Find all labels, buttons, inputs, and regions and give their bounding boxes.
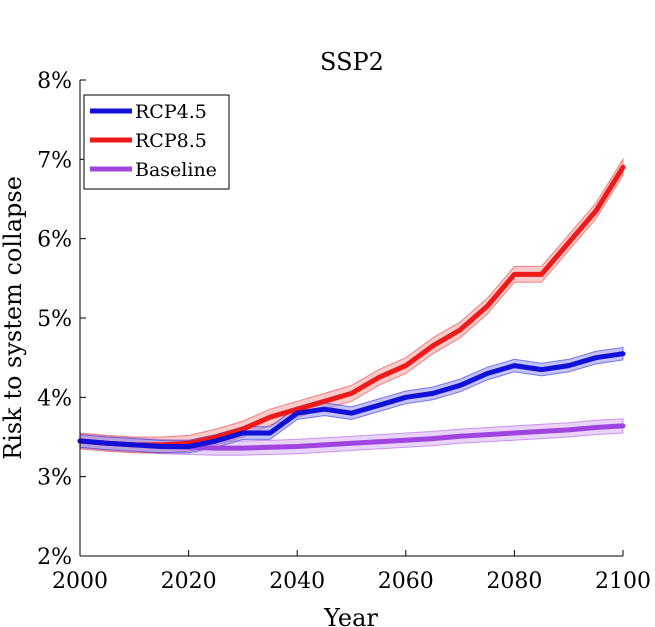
x-axis-ticks: 2000 2020 2040 2060 2080 2100	[52, 550, 651, 594]
x-tick-label: 2020	[161, 569, 217, 594]
y-axis-title: Risk to system collapse	[0, 176, 27, 460]
y-tick-label: 3%	[37, 466, 72, 491]
legend-label: RCP8.5	[135, 130, 207, 152]
y-tick-label: 6%	[37, 228, 72, 253]
line-rcp8-5	[77, 164, 626, 448]
x-tick-label: 2040	[269, 569, 325, 594]
line-rcp4-5	[77, 351, 626, 449]
legend-label: Baseline	[135, 159, 217, 181]
y-tick-label: 2%	[37, 545, 72, 570]
legend-label: RCP4.5	[135, 101, 207, 123]
x-axis-title: Year	[323, 604, 378, 627]
y-axis-ticks: 2% 3% 4% 5% 6% 7% 8%	[37, 69, 86, 570]
legend: RCP4.5 RCP8.5 Baseline	[83, 94, 230, 190]
series-lines	[77, 164, 626, 451]
y-tick-label: 8%	[37, 69, 72, 94]
x-tick-label: 2060	[378, 569, 434, 594]
x-tick-label: 2000	[52, 569, 108, 594]
x-tick-label: 2080	[486, 569, 542, 594]
x-tick-label: 2100	[595, 569, 651, 594]
y-tick-label: 5%	[37, 307, 72, 332]
y-tick-label: 4%	[37, 386, 72, 411]
chart-title: SSP2	[320, 48, 384, 76]
y-tick-label: 7%	[37, 148, 72, 173]
